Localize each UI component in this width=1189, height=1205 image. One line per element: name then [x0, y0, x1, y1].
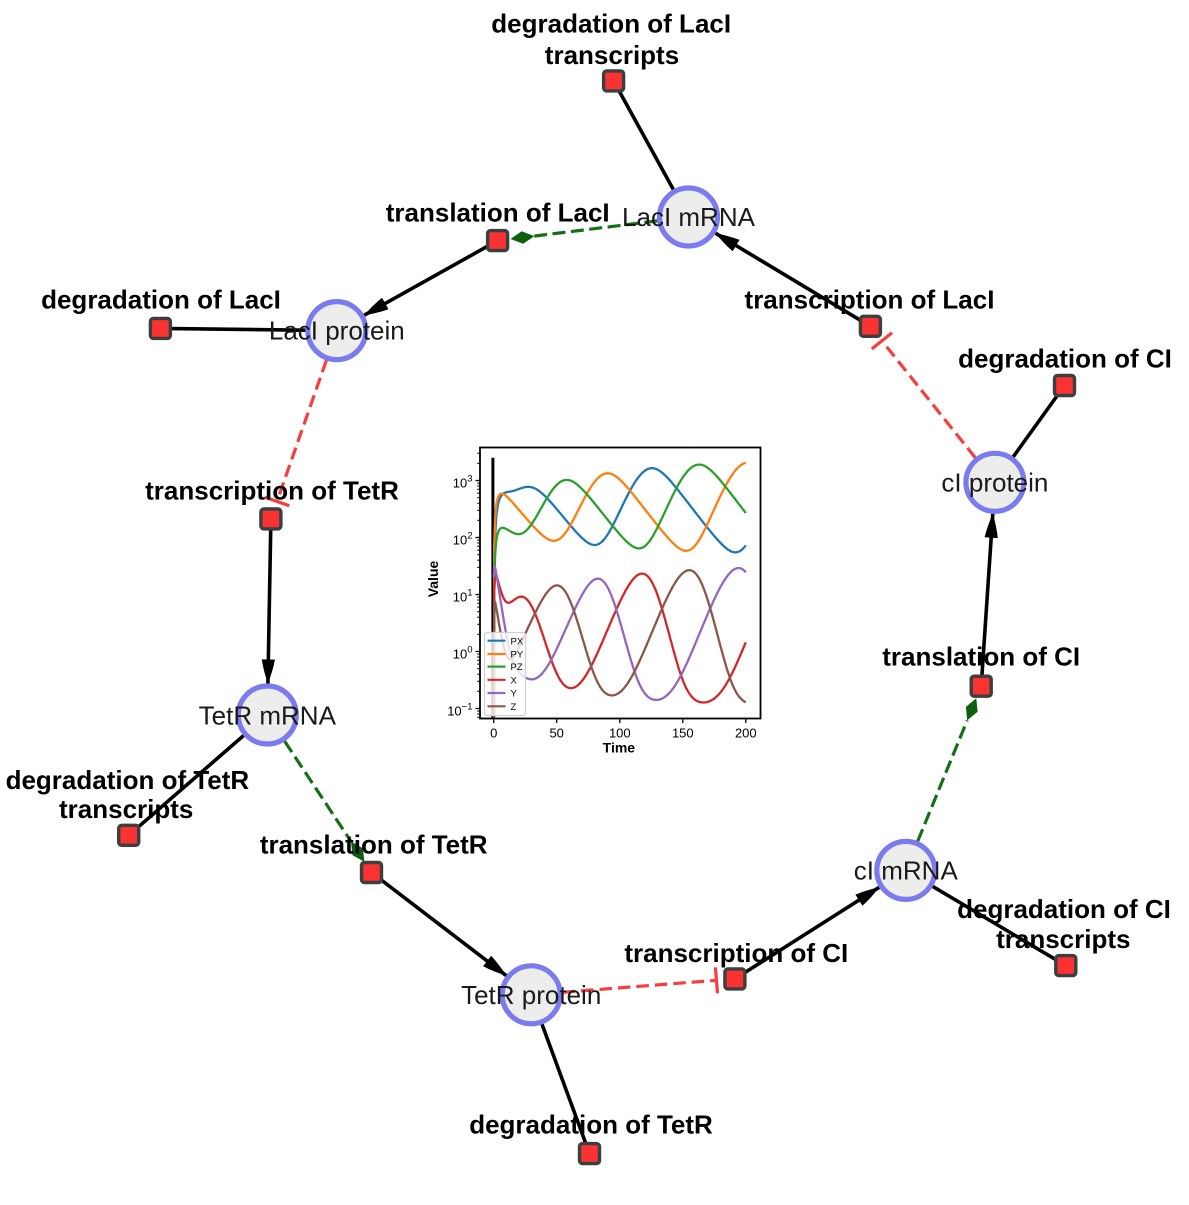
svg-text:TetR mRNA: TetR mRNA [199, 701, 337, 731]
svg-text:translation of TetR: translation of TetR [260, 830, 488, 860]
svg-text:Y: Y [511, 689, 518, 700]
svg-text:PY: PY [511, 650, 524, 661]
svg-text:X: X [511, 675, 518, 686]
svg-text:Time: Time [603, 740, 636, 756]
svg-text:transcripts: transcripts [996, 924, 1130, 954]
svg-text:LacI mRNA: LacI mRNA [622, 202, 756, 232]
svg-text:degradation of CI: degradation of CI [958, 344, 1172, 374]
svg-text:translation of CI: translation of CI [882, 642, 1080, 672]
svg-text:transcripts: transcripts [545, 40, 679, 70]
svg-text:degradation of TetR: degradation of TetR [469, 1109, 713, 1139]
svg-text:degradation of LacI: degradation of LacI [41, 284, 281, 314]
svg-text:transcripts: transcripts [59, 794, 193, 824]
svg-text:degradation of CI: degradation of CI [957, 894, 1171, 924]
svg-text:PX: PX [511, 636, 524, 647]
svg-text:translation of LacI: translation of LacI [386, 197, 610, 227]
svg-text:cI protein: cI protein [941, 467, 1048, 497]
svg-text:150: 150 [672, 725, 694, 740]
svg-text:degradation of TetR: degradation of TetR [6, 765, 250, 795]
svg-text:transcription of LacI: transcription of LacI [745, 285, 995, 315]
svg-text:Z: Z [511, 702, 517, 713]
svg-text:Value: Value [425, 561, 441, 598]
svg-text:200: 200 [735, 725, 757, 740]
svg-text:100: 100 [609, 725, 631, 740]
svg-text:PZ: PZ [511, 662, 523, 673]
svg-text:degradation of LacI: degradation of LacI [491, 9, 731, 39]
svg-text:cI mRNA: cI mRNA [854, 856, 959, 886]
svg-text:0: 0 [490, 725, 497, 740]
svg-text:TetR protein: TetR protein [461, 980, 601, 1010]
svg-text:transcription of CI: transcription of CI [624, 938, 848, 968]
svg-text:50: 50 [549, 725, 563, 740]
svg-text:transcription of TetR: transcription of TetR [145, 475, 399, 505]
svg-text:LacI protein: LacI protein [269, 315, 405, 345]
